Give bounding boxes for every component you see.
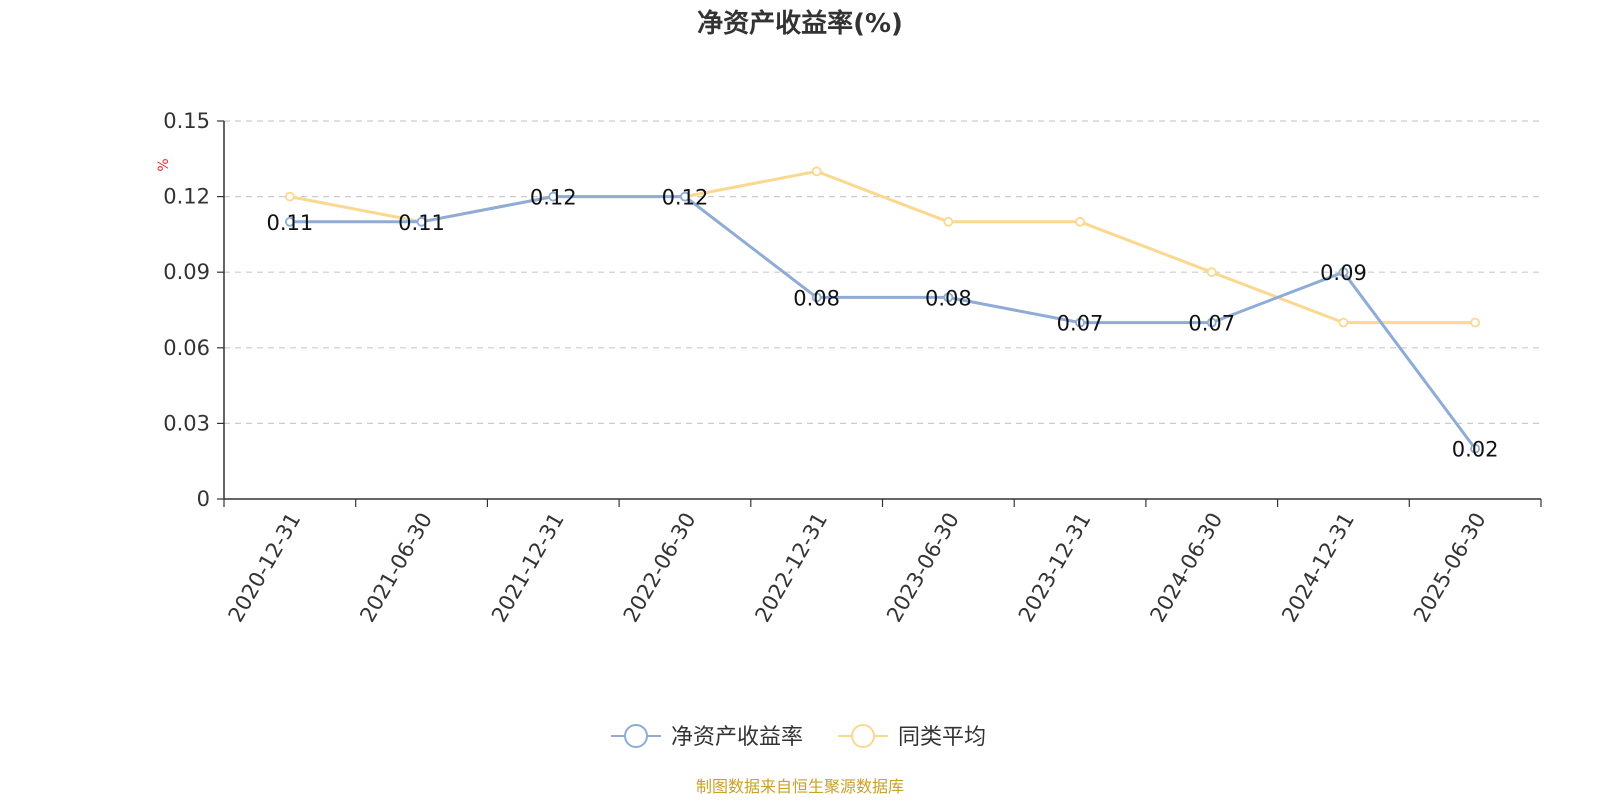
data-point [811,292,822,303]
data-point [416,216,427,227]
y-tick-label: 0.09 [163,260,210,284]
data-label: 0.08 [925,286,972,310]
legend-item[interactable]: 同类平均 [838,724,986,750]
series-line [289,169,1476,325]
data-point [284,216,295,227]
x-tick-label: 2021-12-31 [487,509,569,627]
x-tick-label: 2024-06-30 [1145,509,1227,627]
x-tick-label: 2023-12-31 [1014,509,1096,627]
y-tick-label: 0.12 [163,185,210,209]
data-label: 0.12 [530,186,577,210]
data-point [1338,317,1349,328]
y-tick-label: 0 [197,487,210,511]
x-tick-label: 2022-06-30 [619,509,701,627]
y-tick-label: 0.06 [163,336,210,360]
y-tick-label: 0.15 [163,109,210,133]
legend-marker [624,724,648,748]
series-layer [284,166,1481,454]
data-point [548,191,559,202]
data-point [680,191,690,202]
data-point [1470,317,1481,328]
data-point [1075,317,1085,328]
x-tick-label: 2020-12-31 [224,509,306,627]
data-label: 0.09 [1320,261,1367,285]
data-label: 0.07 [1057,312,1104,336]
data-label: 0.07 [1188,312,1235,336]
data-label: 0.02 [1452,438,1499,462]
data-label: 0.12 [662,186,709,210]
x-tick-label: 2024-12-31 [1277,509,1359,627]
source-note: 制图数据来自恒生聚源数据库 [696,777,904,796]
data-point [1075,216,1085,227]
data-point [1206,317,1217,328]
data-labels: 0.11 0.11 0.12 0.12 0.08 0.08 0.07 0.07 0.09 0.02 [266,186,1498,462]
legend-marker [851,724,875,748]
data-label: 0.08 [793,286,840,310]
x-tick-label: 2023-06-30 [882,509,964,627]
series-line [289,195,1477,450]
data-point [811,166,822,177]
data-point [943,216,954,227]
y-tick-label: 0.03 [163,411,210,435]
data-point [943,292,954,303]
legend-label: 净资产收益率 [671,725,803,750]
legend-label: 同类平均 [898,725,986,750]
data-point [284,191,295,202]
legend: 净资产收益率 同类平均 [611,724,986,750]
chart-title: 净资产收益率(%) [697,8,903,39]
x-tick-label: 2021-06-30 [355,509,437,627]
data-label: 0.11 [266,211,313,235]
axes: 0 0.03 0.06 0.09 0.12 0.15 2020-12-31 2021-06-3… [163,109,1542,627]
data-point [1470,443,1481,454]
data-point [1338,267,1349,278]
x-tick-label: 2025-06-30 [1409,509,1491,627]
legend-item[interactable]: 净资产收益率 [611,724,803,750]
data-point [1206,267,1217,278]
y-axis-unit-label: % [156,158,172,171]
data-label: 0.11 [398,211,445,235]
x-tick-label: 2022-12-31 [750,509,832,627]
